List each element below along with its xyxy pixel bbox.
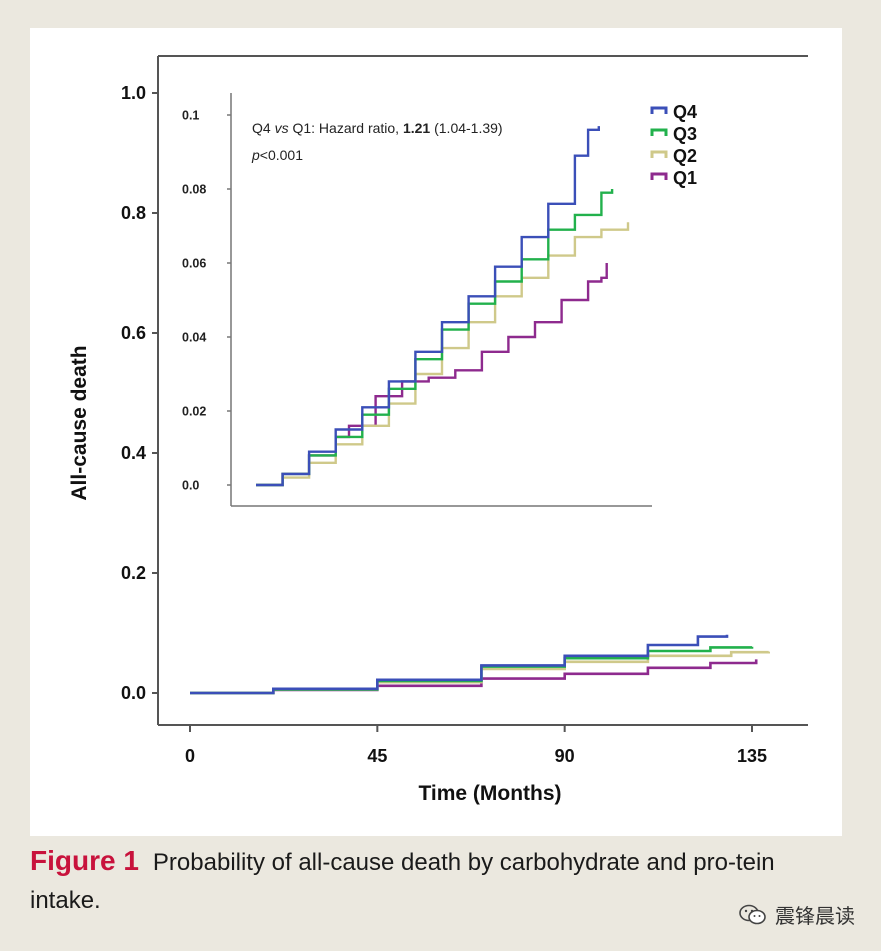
legend-label-q2: Q2 [673, 146, 697, 166]
figure-panel: 0.0 0.2 0.4 0.6 0.8 1.0 0 45 90 135 Time (Months) A… [30, 28, 842, 836]
y-axis-title: All-cause death [68, 345, 91, 500]
watermark-text: 震锋晨读 [775, 906, 855, 928]
legend-label-q1: Q1 [673, 168, 697, 188]
inset-y-tick-label: 0.04 [182, 331, 206, 345]
legend-label-q4: Q4 [673, 102, 697, 122]
annotation-part: Q1: Hazard ratio, [289, 120, 403, 136]
annotation-part: 1.21 [403, 120, 430, 136]
inset-y-tick-label: 0.06 [182, 257, 206, 271]
main-y-tick-label: 0.8 [121, 203, 146, 223]
wechat-icon [739, 904, 766, 924]
main-x-tick-label: 135 [737, 746, 767, 766]
survival-chart: 0.0 0.2 0.4 0.6 0.8 1.0 0 45 90 135 Time (Months) A… [68, 55, 808, 805]
inset-series-q4 [256, 126, 600, 487]
annotation-part: vs [275, 120, 289, 136]
main-y-tick-label: 0.4 [121, 443, 146, 463]
hazard-ratio-annotation: Q4 vs Q1: Hazard ratio, 1.21 (1.04-1.39) [252, 120, 503, 136]
main-y-tick-label: 0.2 [121, 563, 146, 583]
caption-label: Figure 1 [30, 845, 139, 876]
inset-y-tick-label: 0.0 [182, 479, 199, 493]
main-x-tick-label: 90 [555, 746, 575, 766]
legend-swatch-q1 [650, 172, 668, 180]
main-series-q4 [190, 634, 729, 695]
inset-y-tick-label: 0.02 [182, 405, 206, 419]
legend-swatch-q4 [650, 106, 668, 114]
inset-y-tick-label: 0.08 [182, 183, 206, 197]
main-x-tick-label: 45 [367, 746, 387, 766]
legend-swatch-q3 [650, 128, 668, 136]
x-axis-title: Time (Months) [418, 782, 561, 805]
main-y-tick-label: 0.0 [121, 683, 146, 703]
legend-label-q3: Q3 [673, 124, 697, 144]
watermark: 震锋晨读 [739, 900, 855, 929]
main-y-tick-label: 1.0 [121, 83, 146, 103]
p-value: <0.001 [260, 147, 303, 163]
p-value-annotation: p<0.001 [251, 147, 303, 163]
main-x-tick-label: 0 [185, 746, 195, 766]
main-y-tick-label: 0.6 [121, 323, 146, 343]
p-symbol: p [251, 147, 260, 163]
figure-caption: Figure 1 Probability of all-cause death b… [30, 842, 842, 920]
annotation-part: (1.04-1.39) [430, 120, 502, 136]
inset-series-q3 [256, 189, 614, 487]
annotation-part: Q4 [252, 120, 275, 136]
legend-swatch-q2 [650, 150, 668, 158]
caption-text: Probability of all-cause death by carboh… [30, 849, 775, 914]
inset-y-tick-label: 0.1 [182, 109, 199, 123]
